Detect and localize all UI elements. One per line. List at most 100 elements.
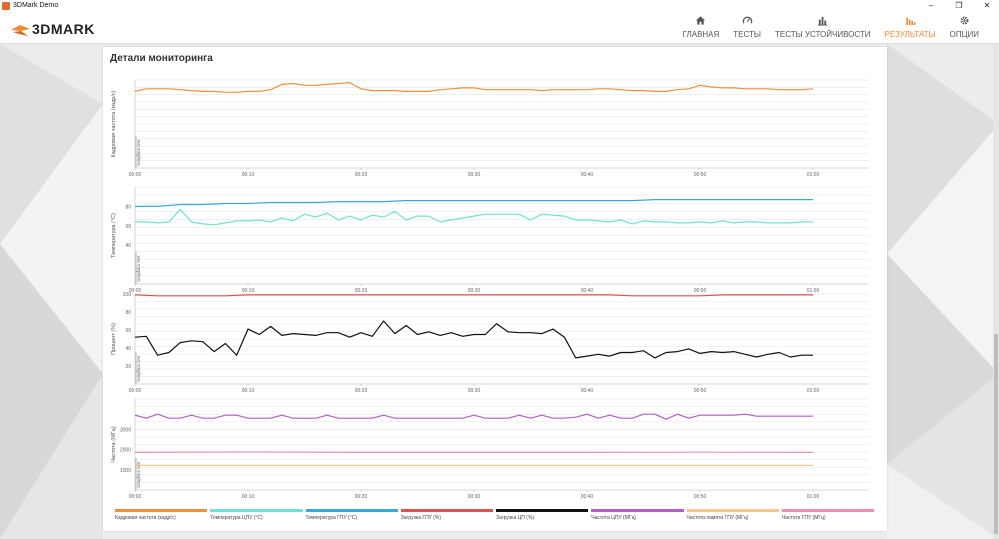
graphics-test-annotation: Graphics test	[136, 461, 141, 488]
legend-item[interactable]: Загрузка ГПУ (%)	[400, 509, 496, 525]
x-tick-label: 00:10	[242, 388, 255, 394]
x-tick-label: 00:40	[581, 494, 594, 500]
y-tick-label: 80	[125, 204, 131, 210]
window-title: 3DMark Demo	[13, 2, 59, 9]
x-tick-label: 00:40	[581, 288, 594, 294]
panel-title: Детали мониторинга	[110, 53, 213, 64]
x-tick-label: 00:00	[129, 494, 142, 500]
legend-label: Температура ГПУ (°C)	[305, 515, 357, 521]
legend-item[interactable]: Частота ГПУ (МГц)	[781, 509, 877, 525]
graphics-test-annotation: Graphics test	[136, 139, 141, 166]
series-line	[134, 81, 814, 93]
x-tick-label: 00:00	[129, 288, 142, 294]
legend-swatch	[210, 509, 303, 512]
chart-2: 20 40 60 80 100 00:00 00:10 00:20 00:30 00:40 00:5…	[111, 292, 869, 394]
x-tick-label: 01:00	[807, 172, 820, 178]
x-tick-label: 01:00	[807, 388, 820, 394]
x-tick-label: 00:20	[355, 172, 368, 178]
x-tick-label: 00:20	[355, 494, 368, 500]
y-tick-label: 80	[125, 310, 131, 316]
page-scrollbar[interactable]	[993, 44, 999, 539]
gauge-icon	[742, 16, 752, 24]
legend-swatch	[686, 509, 779, 512]
series-line	[134, 320, 813, 359]
y-axis-label: Частота (МГц)	[111, 426, 117, 462]
x-tick-label: 01:00	[807, 288, 820, 294]
app-brand: 3DMARK	[32, 21, 95, 37]
x-tick-label: 00:00	[129, 388, 142, 394]
x-tick-label: 00:40	[581, 388, 594, 394]
legend-item[interactable]: Температура ГПУ (°C)	[305, 509, 401, 525]
y-tick-label: 60	[125, 328, 131, 334]
y-tick-label: 40	[125, 346, 131, 352]
legend-label: Кадровая частота (кадр/с)	[115, 515, 176, 521]
legend-item[interactable]: Частота ЦПУ (МГц)	[591, 509, 686, 525]
legend-item[interactable]: Температура ЦПУ (°C)	[210, 509, 305, 525]
nav-home[interactable]: ГЛАВНАЯ	[681, 15, 722, 43]
x-tick-label: 00:30	[468, 388, 481, 394]
nav-tests-label: ТЕСТЫ	[733, 30, 761, 39]
legend-item[interactable]: Загрузка ЦП (%)	[496, 509, 591, 525]
chart-3: 1000 2000 3000 00:00 00:10 00:20 00:30 00:40 00:…	[111, 398, 869, 500]
x-tick-label: 00:50	[694, 172, 707, 178]
x-tick-label: 00:10	[242, 288, 255, 294]
chart-legend: Кадровая частота (кадр/с) Температура ЦПУ…	[115, 509, 877, 525]
close-button[interactable]: ✕	[983, 1, 991, 10]
series-line	[134, 294, 813, 297]
x-tick-label: 00:10	[242, 172, 255, 178]
x-tick-label: 00:20	[355, 288, 368, 294]
legend-item[interactable]: Частота памяти ГПУ (МГц)	[686, 509, 782, 525]
chart-1: 40 60 80 00:00 00:10 00:20 00:30 00:40 00:50 01:0…	[111, 186, 869, 294]
x-tick-label: 01:00	[807, 494, 820, 500]
legend-label: Частота памяти ГПУ (МГц)	[686, 515, 749, 521]
y-tick-label: 100	[123, 292, 132, 298]
window-titlebar: 3DMark Demo – ❐ ✕	[0, 0, 999, 12]
series-line	[135, 208, 813, 226]
series-line	[134, 413, 813, 420]
app-logo[interactable]: 3DMARK	[10, 19, 120, 39]
maximize-button[interactable]: ❐	[955, 1, 963, 10]
x-tick-label: 00:30	[468, 288, 481, 294]
nav-stress-tests[interactable]: ТЕСТЫ УСТОЙЧИВОСТИ	[773, 15, 873, 43]
x-tick-label: 00:10	[242, 494, 255, 500]
nav-options[interactable]: ОПЦИИ	[948, 15, 981, 43]
x-tick-label: 00:50	[694, 288, 707, 294]
y-tick-label: 1000	[120, 468, 131, 474]
nav-home-label: ГЛАВНАЯ	[682, 30, 720, 39]
x-tick-label: 00:30	[468, 494, 481, 500]
y-tick-label: 40	[125, 243, 131, 249]
monitoring-charts: 00:00 00:10 00:20 00:30 00:40 00:50 01:00 Кадро…	[111, 79, 869, 500]
minimize-button[interactable]: –	[928, 1, 934, 10]
legend-label: Температура ЦПУ (°C)	[210, 515, 263, 521]
graphics-test-annotation: Graphics test	[136, 255, 141, 282]
x-tick-label: 00:30	[468, 172, 481, 178]
scrollbar-thumb[interactable]	[994, 334, 998, 534]
series-line	[135, 199, 813, 207]
x-tick-label: 00:20	[355, 388, 368, 394]
nav-tests[interactable]: ТЕСТЫ	[731, 15, 763, 43]
home-icon	[696, 16, 706, 25]
y-tick-label: 20	[125, 364, 131, 370]
legend-swatch	[115, 509, 208, 512]
legend-swatch	[781, 509, 874, 512]
y-axis-label: Процент (%)	[111, 323, 117, 355]
bar-chart-icon	[818, 16, 828, 26]
results-icon	[905, 17, 916, 26]
y-tick-label: 60	[125, 224, 131, 230]
legend-item[interactable]: Кадровая частота (кадр/с)	[115, 509, 210, 525]
nav-results[interactable]: РЕЗУЛЬТАТЫ	[883, 15, 938, 43]
chart-0: 00:00 00:10 00:20 00:30 00:40 00:50 01:00 Кадро…	[111, 79, 869, 178]
gear-icon	[960, 16, 969, 25]
app-header: 3DMARK ГЛАВНАЯ ТЕСТЫ ТЕСТЫ УСТОЙЧИВОСТИ …	[0, 12, 999, 44]
graphics-test-annotation: Graphics test	[136, 355, 141, 382]
y-axis-label: Кадровая частота (кадр/с)	[111, 90, 117, 157]
legend-swatch	[305, 509, 398, 512]
y-tick-label: 3000	[120, 427, 131, 433]
legend-label: Загрузка ЦП (%)	[496, 515, 535, 521]
legend-label: Частота ЦПУ (МГц)	[591, 515, 637, 521]
monitoring-panel: Детали мониторинга 00:00 00:10 00:20 00:30 0…	[103, 47, 887, 531]
legend-swatch	[496, 509, 589, 512]
nav-options-label: ОПЦИИ	[949, 30, 979, 39]
legend-swatch	[591, 509, 684, 512]
legend-label: Частота ГПУ (МГц)	[781, 515, 826, 521]
